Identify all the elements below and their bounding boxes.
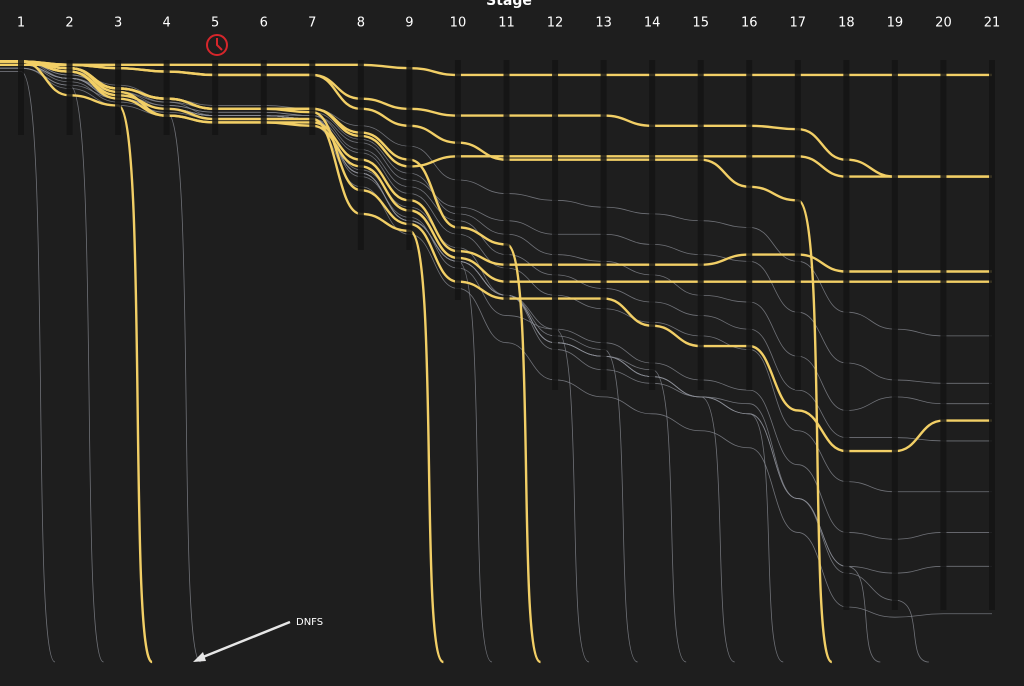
stage-gap	[357, 60, 364, 250]
stage-label: 5	[211, 16, 219, 31]
stage-label: 2	[65, 16, 73, 31]
stage-gap	[309, 60, 316, 135]
dnf-drop	[894, 599, 929, 663]
dnf-drop	[603, 349, 638, 663]
stage-gap	[891, 60, 898, 610]
stage-label: 1	[17, 16, 25, 31]
stage-gap	[794, 60, 801, 390]
stage-label: 10	[450, 16, 467, 31]
stage-label: 8	[357, 16, 365, 31]
stage-label: 9	[405, 16, 413, 31]
series-line	[0, 60, 992, 283]
dnf-drop	[846, 565, 881, 663]
stage-gap	[163, 60, 170, 135]
stage-gap	[843, 60, 850, 610]
dnf-drop	[408, 229, 445, 664]
stage-label: 7	[308, 16, 316, 31]
dnf-drop	[20, 71, 56, 663]
stage-label: 17	[790, 16, 807, 31]
stage-gap	[66, 60, 73, 135]
stage-gap	[212, 60, 219, 135]
stage-gap	[649, 60, 656, 390]
stage-gap	[552, 60, 559, 390]
arrow-head	[193, 652, 206, 662]
series-line	[0, 64, 992, 442]
clock-hands	[216, 38, 223, 51]
stage-gap	[115, 60, 122, 135]
stage-label: 3	[114, 16, 122, 31]
dnf-drop	[116, 104, 154, 664]
stage-label: 21	[984, 16, 1001, 31]
dnf-drop	[505, 243, 542, 664]
series-line	[0, 64, 992, 540]
stage-label: 4	[163, 16, 171, 31]
dnf-drop	[700, 396, 735, 663]
stage-label: 12	[547, 16, 564, 31]
series-line	[0, 60, 992, 493]
clock-icon	[206, 34, 228, 56]
stage-label: 14	[644, 16, 661, 31]
stage-gap	[697, 60, 704, 390]
stage-label: 20	[935, 16, 952, 31]
stage-gap	[18, 60, 24, 135]
stage-gap	[406, 60, 413, 250]
lines	[0, 60, 993, 664]
stage-gap	[260, 60, 267, 135]
dnf-drop	[797, 199, 833, 664]
stage-columns	[18, 60, 995, 610]
dnf-drop	[69, 84, 104, 663]
annotation: DNFS	[296, 617, 323, 628]
stage-label: 11	[498, 16, 515, 31]
chart-title: Stage	[486, 0, 532, 9]
stage-gap	[600, 60, 607, 390]
series-line	[0, 60, 119, 107]
stage-label: 19	[887, 16, 904, 31]
clock-face	[206, 34, 228, 56]
stage-gap	[454, 60, 461, 300]
dnf-drop	[166, 111, 201, 663]
stage-label: 16	[741, 16, 758, 31]
annotation-arrow	[197, 620, 291, 661]
series-line	[0, 60, 507, 246]
dnf-drop	[652, 369, 687, 663]
stage-gap	[989, 60, 995, 610]
stage-label: 6	[260, 16, 268, 31]
stage-label: 13	[595, 16, 612, 31]
stage-gap	[746, 60, 753, 390]
dnf-drop	[554, 328, 590, 663]
stage-gap	[503, 60, 510, 300]
stage-label: 18	[838, 16, 855, 31]
dnf-drop	[749, 413, 784, 663]
stage-gap	[940, 60, 947, 610]
series-line	[0, 60, 410, 233]
stage-label: 15	[692, 16, 709, 31]
